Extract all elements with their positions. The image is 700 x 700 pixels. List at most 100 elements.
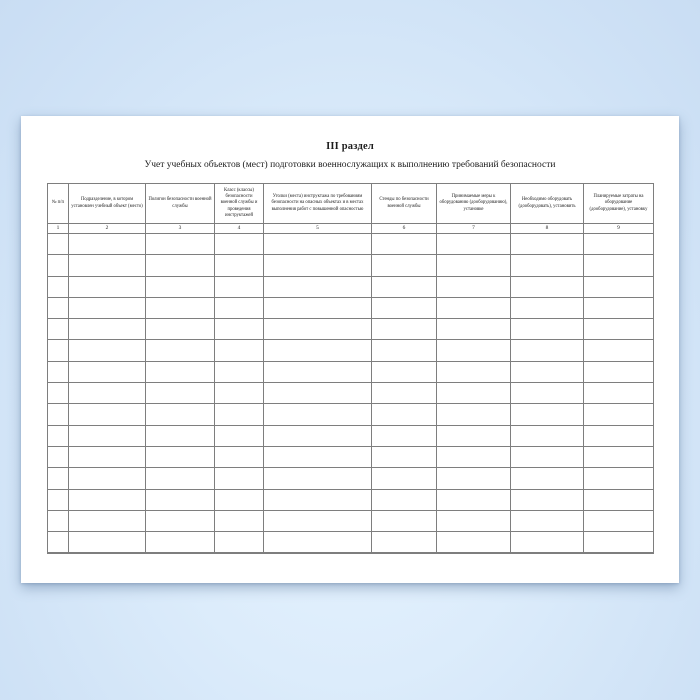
table-cell — [510, 488, 584, 511]
table-cell — [510, 403, 584, 426]
table-cell — [583, 403, 654, 426]
table-cell — [145, 232, 215, 256]
table-cell — [47, 403, 69, 426]
table-cell — [47, 275, 69, 298]
table-cell — [510, 360, 584, 384]
table-cell — [68, 382, 146, 405]
table-cell — [214, 360, 264, 384]
table-cell — [510, 467, 584, 490]
table-cell — [583, 339, 654, 362]
table-body — [47, 232, 654, 555]
table-cell — [214, 488, 264, 511]
table-cell — [68, 254, 146, 277]
table-cell — [214, 318, 264, 341]
table-cell — [47, 445, 69, 469]
table-cell — [583, 318, 654, 341]
table-cell — [214, 382, 264, 405]
table-row — [47, 382, 654, 405]
table-cell — [214, 296, 264, 320]
table-cell — [263, 296, 372, 320]
table-cell — [263, 254, 372, 277]
table-row — [47, 296, 654, 320]
table-cell — [583, 531, 654, 555]
table-row — [47, 275, 654, 298]
training-objects-table: № п/п Подразделение, в котором установлен… — [47, 183, 654, 555]
table-cell — [371, 531, 437, 555]
table-cell — [263, 424, 372, 447]
table-cell — [145, 254, 215, 277]
table-cell — [263, 509, 372, 533]
table-head: № п/п Подразделение, в котором установлен… — [47, 183, 654, 234]
table-cell — [436, 339, 511, 362]
table-cell — [371, 467, 437, 490]
table-cell — [371, 509, 437, 533]
table-cell — [214, 232, 264, 256]
table-cell — [145, 531, 215, 555]
table-cell — [371, 296, 437, 320]
table-cell — [214, 275, 264, 298]
table-cell — [371, 445, 437, 469]
table-cell — [47, 254, 69, 277]
table-cell — [436, 318, 511, 341]
table-cell — [263, 467, 372, 490]
table-cell — [583, 360, 654, 384]
table-cell — [583, 424, 654, 447]
table-cell — [263, 403, 372, 426]
table-cell — [371, 403, 437, 426]
table-cell — [47, 382, 69, 405]
table-row — [47, 232, 654, 256]
table-cell — [214, 509, 264, 533]
table-cell — [436, 509, 511, 533]
table-cell — [510, 339, 584, 362]
table-cell — [68, 531, 146, 555]
table-cell — [47, 488, 69, 511]
table-cell — [510, 318, 584, 341]
table-cell — [510, 275, 584, 298]
table-row — [47, 467, 654, 490]
column-header: Уголки (места) инструктажа по требования… — [263, 183, 372, 224]
column-number-cell: 5 — [263, 223, 372, 234]
table-cell — [583, 254, 654, 277]
table-cell — [371, 232, 437, 256]
table-row — [47, 360, 654, 384]
table-cell — [371, 254, 437, 277]
column-number-cell: 6 — [371, 223, 437, 234]
table-cell — [583, 296, 654, 320]
table-cell — [510, 254, 584, 277]
table-cell — [47, 296, 69, 320]
table-cell — [68, 339, 146, 362]
table-cell — [263, 531, 372, 555]
table-cell — [371, 339, 437, 362]
table-cell — [371, 424, 437, 447]
column-number-cell: 3 — [145, 223, 215, 234]
table-cell — [68, 296, 146, 320]
table-cell — [68, 232, 146, 256]
column-header: № п/п — [47, 183, 69, 224]
table-cell — [436, 275, 511, 298]
table-cell — [68, 467, 146, 490]
table-cell — [436, 360, 511, 384]
table-cell — [510, 509, 584, 533]
table-cell — [510, 232, 584, 256]
table-cell — [263, 488, 372, 511]
table-cell — [47, 531, 69, 555]
table-row — [47, 488, 654, 511]
table-cell — [214, 339, 264, 362]
table-title: Учет учебных объектов (мест) подготовки … — [144, 160, 556, 170]
table-cell — [214, 424, 264, 447]
table-cell — [214, 531, 264, 555]
table-row — [47, 318, 654, 341]
table-row — [47, 339, 654, 362]
table-cell — [47, 424, 69, 447]
section-title: III раздел — [326, 141, 374, 152]
table-cell — [436, 403, 511, 426]
table-row — [47, 531, 654, 555]
table-cell — [68, 488, 146, 511]
column-header: Необходимо оборудовать (дооборудовать), … — [510, 183, 584, 224]
table-cell — [263, 232, 372, 256]
table-cell — [47, 318, 69, 341]
table-cell — [510, 424, 584, 447]
table-cell — [371, 360, 437, 384]
table-cell — [145, 467, 215, 490]
column-number-cell: 2 — [68, 223, 146, 234]
